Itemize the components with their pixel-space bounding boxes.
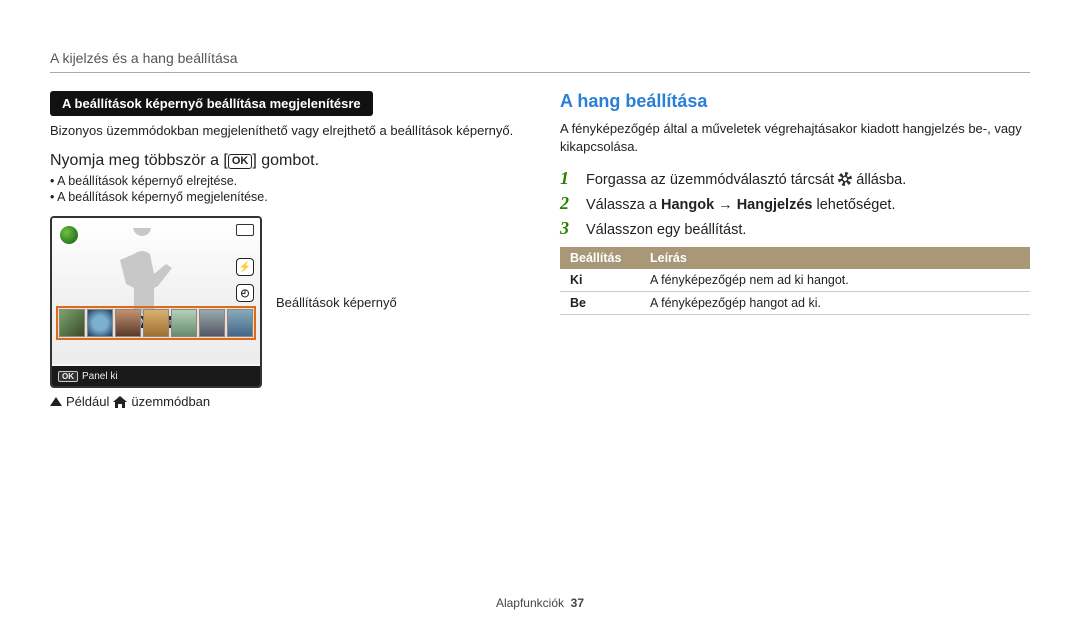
home-mode-icon [113, 396, 127, 408]
section-pill: A beállítások képernyő beállítása megjel… [50, 91, 373, 116]
thumbnail [199, 309, 225, 337]
note-pre: Például [66, 394, 109, 409]
section-heading: A hang beállítása [560, 91, 1030, 112]
page-footer: Alapfunkciók 37 [50, 596, 1030, 610]
thumbnail [87, 309, 113, 337]
thumbnail [59, 309, 85, 337]
step-text: állásba. [852, 172, 906, 188]
ok-key-icon: OK [228, 154, 253, 169]
divider [50, 72, 1030, 73]
table-row: Be A fényképezőgép hangot ad ki. [560, 292, 1030, 315]
instruction-post: ] gombot. [252, 152, 319, 169]
steps-list: 1 Forgassa az üzemmódválasztó tárcsát ál… [560, 168, 1030, 239]
thumbnail [115, 309, 141, 337]
step-bold: Hangok [661, 197, 714, 213]
arrow-icon: → [714, 197, 737, 213]
note-post: üzemmódban [131, 394, 210, 409]
battery-icon [236, 224, 254, 236]
camera-screenshot: ⚡ ◴ Miniatűr [50, 216, 262, 388]
screenshot-caption: Beállítások képernyő [276, 295, 397, 310]
right-column: A hang beállítása A fényképezőgép által … [560, 91, 1030, 596]
step-number: 1 [560, 168, 576, 189]
gear-icon [838, 172, 852, 186]
step-number: 2 [560, 193, 576, 214]
step-item: 1 Forgassa az üzemmódválasztó tárcsát ál… [560, 168, 1030, 189]
example-note: Például üzemmódban [50, 394, 520, 409]
flash-icon: ⚡ [236, 258, 254, 276]
timer-icon: ◴ [236, 284, 254, 302]
step-text: Válasszon egy beállítást. [586, 222, 746, 238]
table-cell: A fényképezőgép nem ad ki hangot. [640, 269, 1030, 292]
table-row: Ki A fényképezőgép nem ad ki hangot. [560, 269, 1030, 292]
thumbnail [227, 309, 253, 337]
table-cell: Ki [560, 269, 640, 292]
table-header: Beállítás [560, 247, 640, 269]
step-text: Forgassa az üzemmódválasztó tárcsát [586, 172, 838, 188]
page-header: A kijelzés és a hang beállítása [50, 50, 1030, 66]
step-bold: Hangjelzés [737, 197, 813, 213]
section-intro: A fényképezőgép által a műveletek végreh… [560, 120, 1030, 156]
table-cell: Be [560, 292, 640, 315]
instruction-line: Nyomja meg többször a [OK] gombot. [50, 152, 520, 170]
bullet-list: A beállítások képernyő elrejtése. A beál… [50, 174, 520, 204]
instruction-pre: Nyomja meg többször a [ [50, 152, 228, 169]
screenshot-footer: OK Panel ki [52, 366, 260, 386]
table-header: Leírás [640, 247, 1030, 269]
page-number: 37 [571, 596, 584, 610]
thumbnail [171, 309, 197, 337]
step-text: lehetőséget. [812, 197, 895, 213]
thumbnail [143, 309, 169, 337]
triangle-up-icon [50, 397, 62, 406]
bullet-item: A beállítások képernyő megjelenítése. [50, 190, 520, 204]
options-table: Beállítás Leírás Ki A fényképezőgép nem … [560, 247, 1030, 315]
intro-text: Bizonyos üzemmódokban megjeleníthető vag… [50, 122, 520, 140]
step-number: 3 [560, 218, 576, 239]
left-column: A beállítások képernyő beállítása megjel… [50, 91, 520, 596]
mode-icon [58, 224, 80, 246]
thumbnail-strip [56, 306, 256, 340]
step-text: Válassza a [586, 197, 661, 213]
footer-text: Panel ki [82, 371, 118, 382]
footer-section: Alapfunkciók [496, 596, 564, 610]
step-item: 3 Válasszon egy beállítást. [560, 218, 1030, 239]
table-cell: A fényképezőgép hangot ad ki. [640, 292, 1030, 315]
bullet-item: A beállítások képernyő elrejtése. [50, 174, 520, 188]
ok-badge-icon: OK [58, 371, 78, 382]
step-item: 2 Válassza a Hangok → Hangjelzés lehetős… [560, 193, 1030, 214]
